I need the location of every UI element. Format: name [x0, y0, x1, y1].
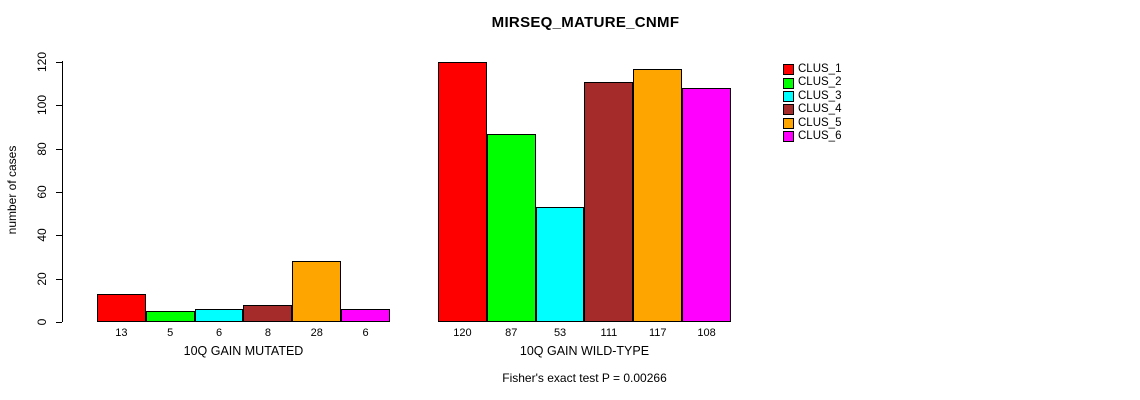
bar-value-label: 108 [697, 327, 716, 339]
bar-value-label: 28 [310, 327, 323, 339]
legend-swatch [783, 77, 794, 89]
bar-value-label: 5 [167, 327, 174, 339]
legend-item-clus_1: CLUS_1 [783, 63, 841, 76]
bar-clus_2 [145, 311, 195, 322]
bar-clus_4 [584, 81, 634, 322]
y-axis-label: number of cases [5, 145, 19, 235]
bar-clus_2 [486, 133, 536, 322]
y-tick-label: 80 [35, 141, 49, 156]
legend-item-clus_3: CLUS_3 [783, 90, 841, 103]
legend-swatch [783, 90, 794, 102]
y-tick [56, 148, 62, 150]
bar-value-label: 111 [600, 327, 618, 339]
legend-swatch [783, 104, 794, 116]
legend: CLUS_1 CLUS_2 CLUS_3 CLUS_4 CLUS_5 CLUS_6 [783, 63, 841, 143]
legend-label: CLUS_1 [798, 62, 842, 75]
legend-item-clus_2: CLUS_2 [783, 76, 841, 89]
bar-clus_1 [97, 293, 146, 322]
y-axis-line [62, 61, 63, 322]
legend-item-clus_6: CLUS_6 [783, 130, 841, 143]
y-tick [56, 235, 62, 237]
y-tick-label: 60 [35, 185, 49, 199]
y-tick-label: 40 [35, 228, 49, 243]
bar-value-label: 117 [648, 327, 667, 339]
legend-label: CLUS_6 [798, 129, 842, 142]
legend-label: CLUS_4 [798, 103, 842, 116]
bar-value-label: 13 [115, 327, 128, 339]
y-tick-label: 0 [35, 318, 49, 326]
legend-swatch [783, 64, 794, 76]
bar-value-label: 8 [264, 327, 271, 339]
legend-swatch [783, 131, 794, 143]
bar-value-label: 87 [505, 327, 518, 339]
bar-value-label: 120 [453, 327, 472, 339]
y-tick-label: 20 [35, 271, 49, 286]
y-tick [56, 62, 62, 63]
legend-swatch [783, 117, 794, 129]
y-tick [56, 278, 62, 280]
bar-clus_6 [682, 88, 731, 322]
legend-item-clus_4: CLUS_4 [783, 103, 841, 116]
fisher-test-annotation: Fisher's exact test P = 0.00266 [502, 371, 667, 385]
x-axis-group-label: 10Q GAIN MUTATED [183, 344, 304, 358]
bar-clus_1 [438, 62, 487, 322]
bar-value-label: 6 [216, 327, 223, 339]
legend-label: CLUS_5 [798, 116, 842, 129]
bar-clus_5 [292, 261, 342, 322]
y-tick [56, 105, 62, 107]
chart-title: MIRSEQ_MATURE_CNMF [491, 14, 680, 31]
legend-label: CLUS_3 [798, 89, 842, 102]
y-tick-label: 120 [35, 51, 49, 73]
bar-clus_5 [633, 68, 683, 322]
bar-clus_4 [243, 304, 293, 322]
legend-item-clus_5: CLUS_5 [783, 117, 841, 130]
bar-value-label: 6 [362, 327, 369, 339]
legend-label: CLUS_2 [798, 76, 842, 89]
y-tick-label: 100 [35, 95, 49, 116]
bar-clus_3 [194, 309, 244, 322]
x-axis-group-label: 10Q GAIN WILD-TYPE [519, 344, 650, 358]
bar-value-label: 53 [553, 327, 567, 339]
bar-clus_6 [341, 309, 390, 322]
y-tick [56, 192, 62, 193]
bar-clus_3 [535, 207, 585, 322]
y-tick [56, 322, 62, 323]
